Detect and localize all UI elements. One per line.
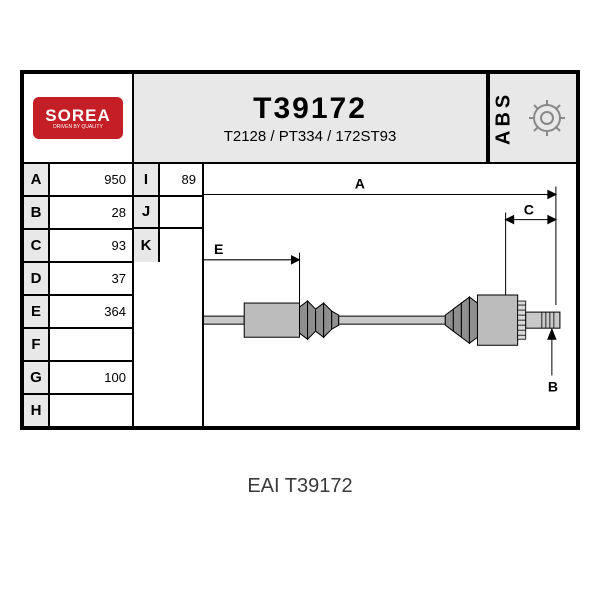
- spec-value: [50, 395, 132, 426]
- dim-e-label: E: [214, 241, 223, 257]
- logo-cell: SOREA DRIVEN BY QUALITY: [24, 74, 134, 162]
- spec-card: SOREA DRIVEN BY QUALITY T39172 T2128 / P…: [20, 70, 580, 430]
- spec-label: I: [134, 164, 160, 195]
- spec-label: K: [134, 229, 160, 262]
- spec-row: G100: [24, 362, 132, 395]
- dim-a-label: A: [355, 175, 365, 191]
- specs-right-col: I89JK: [134, 164, 204, 426]
- spec-row: C93: [24, 230, 132, 263]
- lower-row: A950B28C93D37E364FG100H I89JK A: [24, 164, 576, 426]
- brand-name: SOREA: [45, 106, 110, 126]
- dim-c-label: C: [524, 202, 534, 218]
- footer-code: T39172: [285, 475, 353, 497]
- spec-value: 89: [160, 164, 202, 195]
- diagram-cell: A C E: [204, 164, 576, 426]
- spec-value: 28: [50, 197, 132, 228]
- diagram-extension: [134, 262, 202, 427]
- header-row: SOREA DRIVEN BY QUALITY T39172 T2128 / P…: [24, 74, 576, 164]
- spec-label: C: [24, 230, 50, 261]
- spec-label: H: [24, 395, 50, 426]
- spec-value: 100: [50, 362, 132, 393]
- title-cell: T39172 T2128 / PT334 / 172ST93: [134, 74, 488, 162]
- spec-value: 364: [50, 296, 132, 327]
- spec-value: 950: [50, 164, 132, 195]
- tone-ring-icon: [527, 98, 567, 138]
- brand-tagline: DRIVEN BY QUALITY: [53, 124, 103, 130]
- spec-row: K: [134, 229, 202, 262]
- specs-left-col: A950B28C93D37E364FG100H: [24, 164, 134, 426]
- spec-row: F: [24, 329, 132, 362]
- dim-b-label: B: [548, 379, 558, 395]
- spec-row: J: [134, 197, 202, 230]
- cross-refs: T2128 / PT334 / 172ST93: [224, 128, 397, 145]
- spec-row: A950: [24, 164, 132, 197]
- spec-label: F: [24, 329, 50, 360]
- abs-label: ABS: [488, 74, 518, 162]
- brand-logo: SOREA DRIVEN BY QUALITY: [33, 97, 123, 139]
- spec-label: D: [24, 263, 50, 294]
- spec-label: A: [24, 164, 50, 195]
- spec-value: [50, 329, 132, 360]
- spec-value: 93: [50, 230, 132, 261]
- part-number: T39172: [253, 92, 367, 126]
- spec-label: E: [24, 296, 50, 327]
- spec-label: G: [24, 362, 50, 393]
- spec-label: B: [24, 197, 50, 228]
- spec-value: [160, 229, 202, 262]
- spec-value: [160, 197, 202, 228]
- spec-row: I89: [134, 164, 202, 197]
- driveshaft-diagram: A C E: [204, 164, 576, 426]
- spec-row: D37: [24, 263, 132, 296]
- spec-value: 37: [50, 263, 132, 294]
- footer-caption: EAI T39172: [0, 475, 600, 498]
- spec-row: E364: [24, 296, 132, 329]
- spec-row: H: [24, 395, 132, 426]
- spec-row: B28: [24, 197, 132, 230]
- spec-label: J: [134, 197, 160, 228]
- footer-brand: EAI: [247, 475, 279, 497]
- abs-icon-cell: [518, 74, 576, 162]
